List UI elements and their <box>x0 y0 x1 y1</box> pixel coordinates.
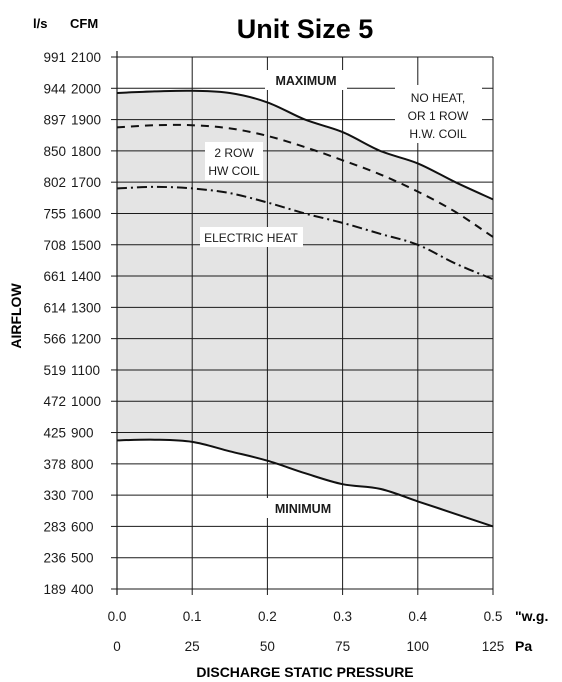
y-tick-label-ls: 802 <box>43 175 66 190</box>
y-tick-label-ls: 944 <box>43 81 66 96</box>
x-tick-label-pa: 50 <box>260 639 275 654</box>
label-electric-heat-box <box>200 227 303 247</box>
y-tick-label-cfm: 1800 <box>71 144 101 159</box>
label-no-heat-box <box>395 85 482 143</box>
x-axis-label: DISCHARGE STATIC PRESSURE <box>196 664 413 680</box>
y-tick-label-ls: 566 <box>43 332 66 347</box>
y-tick-label-ls: 519 <box>43 363 66 378</box>
y-tick-label-ls: 378 <box>43 457 66 472</box>
y-tick-label-ls: 897 <box>43 113 66 128</box>
y-tick-label-cfm: 1500 <box>71 238 101 253</box>
label-electric-heat: ELECTRIC HEAT <box>200 227 303 247</box>
x-tick-label-pa: 0 <box>113 639 121 654</box>
x-unit-secondary: Pa <box>515 638 532 654</box>
y-tick-label-ls: 236 <box>43 551 66 566</box>
x-tick-label-pa: 75 <box>335 639 350 654</box>
label-no-heat: NO HEAT, OR 1 ROW H.W. COIL <box>395 85 482 143</box>
x-tick-label-pa: 125 <box>482 639 505 654</box>
label-minimum-text: MINIMUM <box>275 502 331 516</box>
y-tick-label-ls: 991 <box>43 50 66 65</box>
y-tick-label-cfm: 1200 <box>71 332 101 347</box>
label-2-row-hw-coil-text: 2 ROW <box>214 146 254 160</box>
label-maximum-text: MAXIMUM <box>275 74 336 88</box>
y-tick-label-ls: 708 <box>43 238 66 253</box>
x-tick-label-pa: 100 <box>407 639 430 654</box>
label-maximum-box <box>265 70 347 90</box>
y-tick-labels: 991 2100 944 2000 897 1900 850 1800 802 1700 755 16… <box>43 50 101 597</box>
y-tick-label-cfm: 700 <box>71 488 94 503</box>
x-tick-label-pa: 25 <box>185 639 200 654</box>
y-tick-label-cfm: 400 <box>71 582 94 597</box>
y-tick-label-ls: 283 <box>43 519 66 534</box>
x-tick-label-wg: 0.4 <box>408 609 427 624</box>
y-tick-label-cfm: 1400 <box>71 269 101 284</box>
curve-maximum <box>116 89 494 201</box>
y-tick-label-cfm: 1600 <box>71 206 101 221</box>
y-tick-label-ls: 189 <box>43 582 66 597</box>
y-tick-label-cfm: 1000 <box>71 394 101 409</box>
annotations: MAXIMUM NO HEAT, OR 1 ROW H.W. COIL 2 ROW HW … <box>200 70 482 518</box>
curves <box>116 89 494 528</box>
curve-2-row-hw-coil <box>116 123 494 238</box>
y-unit-right: CFM <box>70 16 98 31</box>
x-tick-labels: 0.0 0 0.1 25 0.2 50 0.3 75 0.4 100 0.5 125 <box>108 609 505 654</box>
grid-lines <box>111 51 494 595</box>
curve-minimum <box>116 438 494 528</box>
x-tick-label-wg: 0.3 <box>333 609 352 624</box>
y-tick-label-cfm: 1300 <box>71 300 101 315</box>
y-tick-label-ls: 850 <box>43 144 66 159</box>
y-unit-left: l/s <box>33 16 47 31</box>
chart-title: Unit Size 5 <box>237 14 374 44</box>
label-electric-heat-text: ELECTRIC HEAT <box>204 231 298 245</box>
label-no-heat-text: OR 1 ROW <box>408 109 469 123</box>
y-tick-label-ls: 330 <box>43 488 66 503</box>
label-2-row-hw-coil-box <box>205 142 263 180</box>
y-tick-label-ls: 661 <box>43 269 66 284</box>
x-tick-label-wg: 0.1 <box>183 609 202 624</box>
y-tick-label-cfm: 600 <box>71 519 94 534</box>
label-no-heat-text: H.W. COIL <box>409 127 467 141</box>
operating-envelope-fill <box>117 90 493 527</box>
y-tick-label-cfm: 800 <box>71 457 94 472</box>
y-tick-label-cfm: 2100 <box>71 50 101 65</box>
y-tick-label-ls: 472 <box>43 394 66 409</box>
y-tick-label-ls: 614 <box>43 300 66 315</box>
y-tick-label-cfm: 500 <box>71 551 94 566</box>
x-tick-label-wg: 0.5 <box>484 609 503 624</box>
y-axis-label: AIRFLOW <box>8 283 24 349</box>
y-tick-label-cfm: 1100 <box>71 363 100 378</box>
label-minimum: MINIMUM <box>265 498 341 518</box>
y-tick-label-cfm: 1700 <box>71 175 101 190</box>
x-unit-primary: "w.g. <box>515 608 548 624</box>
y-tick-label-ls: 755 <box>43 206 66 221</box>
y-tick-label-ls: 425 <box>43 426 66 441</box>
y-tick-label-cfm: 900 <box>71 426 94 441</box>
curve-electric-heat <box>116 185 494 281</box>
label-2-row-hw-coil: 2 ROW HW COIL <box>205 142 263 180</box>
y-tick-label-cfm: 1900 <box>71 113 101 128</box>
label-maximum: MAXIMUM <box>265 70 347 90</box>
x-tick-label-wg: 0.0 <box>108 609 127 624</box>
y-tick-label-cfm: 2000 <box>71 81 101 96</box>
label-no-heat-text: NO HEAT, <box>411 91 465 105</box>
label-2-row-hw-coil-text: HW COIL <box>208 164 260 178</box>
label-minimum-box <box>265 498 341 518</box>
x-tick-label-wg: 0.2 <box>258 609 277 624</box>
